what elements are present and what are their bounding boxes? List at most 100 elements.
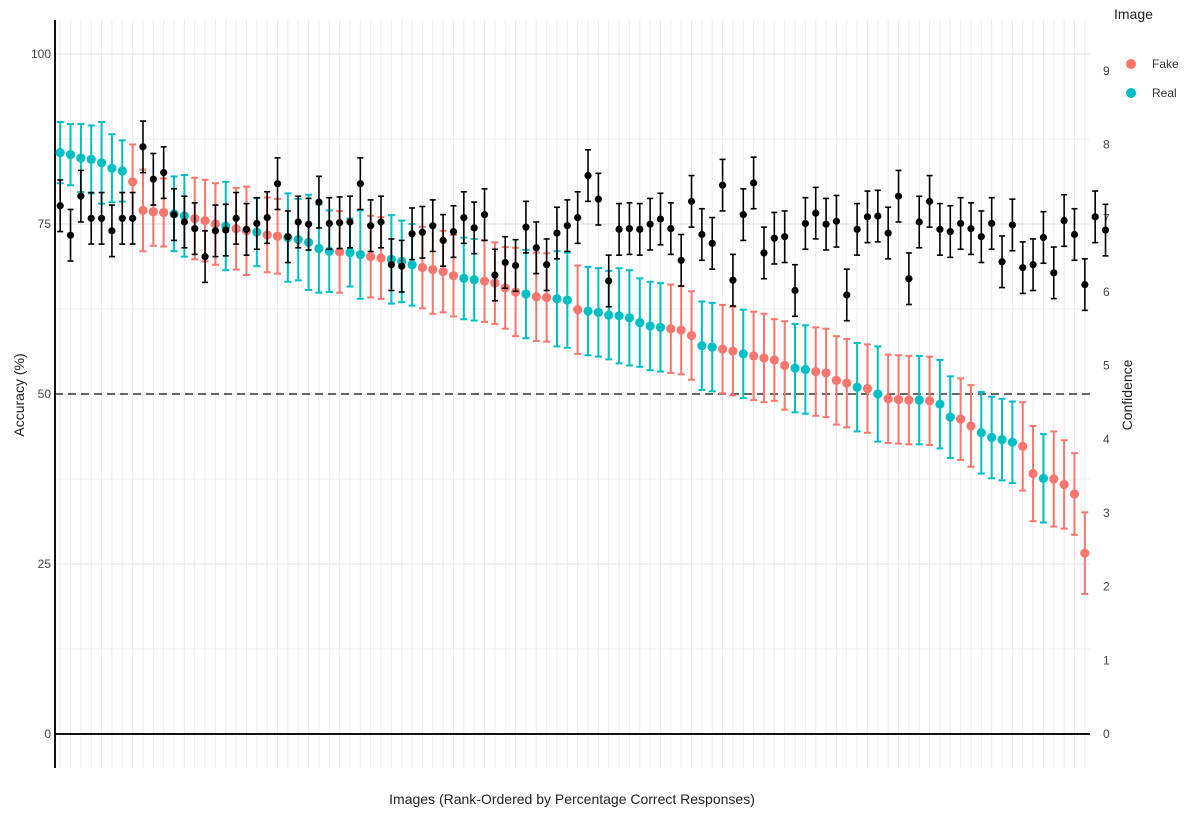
accuracy-point-fake [573, 305, 583, 315]
accuracy-point-fake [1069, 489, 1080, 499]
grid-lines [55, 20, 1090, 768]
confidence-point [377, 218, 385, 226]
confidence-point [667, 225, 675, 233]
legend-marker-real [1126, 88, 1136, 98]
confidence-point [511, 261, 520, 270]
confidence-point [180, 218, 188, 226]
confidence-point [615, 225, 623, 233]
accuracy-point-fake [417, 262, 428, 273]
accuracy-points [55, 148, 1090, 558]
accuracy-point-real [914, 395, 924, 405]
y-tick-label: 50 [38, 387, 52, 401]
accuracy-point-real [873, 389, 883, 399]
confidence-point [491, 271, 499, 279]
accuracy-point-real [697, 341, 707, 351]
accuracy-point-fake [479, 276, 490, 286]
accuracy-point-fake [366, 252, 376, 262]
confidence-point [460, 213, 468, 222]
accuracy-point-fake [728, 346, 738, 356]
accuracy-point-real [707, 342, 717, 352]
confidence-point [1081, 281, 1089, 289]
confidence-point [739, 211, 747, 219]
accuracy-point-real [521, 289, 531, 299]
confidence-point [501, 258, 509, 267]
accuracy-point-fake [448, 271, 459, 281]
confidence-point [781, 233, 789, 241]
confidence-point [304, 220, 313, 228]
accuracy-point-real [355, 250, 365, 260]
accuracy-point-fake [780, 360, 790, 371]
confidence-point [1039, 233, 1048, 242]
accuracy-point-fake [821, 368, 831, 378]
confidence-point [315, 198, 323, 206]
accuracy-point-fake [666, 324, 676, 334]
accuracy-point-fake [1028, 468, 1038, 479]
confidence-point [1029, 261, 1037, 269]
confidence-point [874, 212, 882, 220]
y-tick-label: 25 [38, 557, 52, 571]
confidence-point [191, 225, 199, 233]
confidence-point [677, 256, 685, 264]
accuracy-point-fake [376, 253, 386, 263]
legend-label-real: Real [1152, 86, 1177, 100]
accuracy-point-real [76, 153, 86, 163]
y2-tick-label: 0 [1103, 727, 1110, 741]
accuracy-point-real [987, 432, 997, 443]
confidence-point [998, 258, 1006, 266]
confidence-point [149, 175, 157, 183]
confidence-point [201, 253, 209, 261]
confidence-point [843, 291, 851, 299]
confidence-point [408, 230, 416, 238]
accuracy-point-real [314, 243, 324, 254]
confidence-point [263, 213, 271, 222]
accuracy-point-real [604, 310, 614, 320]
confidence-point [1091, 213, 1099, 221]
confidence-point [729, 276, 737, 284]
confidence-point [574, 213, 582, 222]
accuracy-point-real [976, 428, 986, 438]
confidence-point [211, 227, 220, 235]
confidence-point [356, 180, 364, 188]
confidence-point [160, 169, 168, 177]
confidence-point [532, 244, 540, 252]
confidence-point [139, 143, 147, 151]
accuracy-point-fake [200, 216, 210, 226]
confidence-point [429, 222, 437, 230]
confidence-point [646, 220, 654, 228]
y-tick-label: 100 [31, 47, 51, 61]
confidence-point [480, 211, 489, 219]
confidence-point [77, 192, 85, 200]
accuracy-point-fake [1049, 474, 1059, 484]
confidence-point [563, 222, 571, 230]
accuracy-point-real [55, 148, 65, 158]
confidence-point [87, 214, 95, 222]
accuracy-point-fake [811, 366, 821, 377]
y2-axis-ticks: 0 1 2 3 4 5 6 7 8 9 [1103, 64, 1110, 741]
accuracy-point-real [935, 399, 945, 409]
accuracy-point-real [1038, 473, 1049, 483]
confidence-point [584, 171, 592, 180]
accuracy-point-fake [686, 330, 697, 341]
accuracy-point-fake [769, 355, 779, 365]
confidence-point [698, 230, 706, 239]
y2-tick-label: 7 [1103, 211, 1110, 225]
accuracy-error-bars [56, 121, 1089, 595]
accuracy-point-fake [531, 292, 541, 302]
confidence-point [801, 219, 809, 228]
accuracy-point-real [790, 363, 800, 373]
confidence-point [957, 219, 965, 228]
confidence-point [750, 179, 758, 187]
confidence-point [553, 229, 561, 237]
confidence-point [967, 225, 975, 233]
confidence-point [398, 262, 406, 270]
confidence-point [925, 197, 934, 205]
accuracy-point-fake [159, 207, 169, 218]
confidence-point [449, 227, 458, 236]
confidence-point [367, 222, 375, 230]
confidence-point [822, 220, 830, 228]
confidence-point [988, 219, 996, 228]
legend: Image Fake Real [1114, 6, 1179, 100]
y-tick-label: 75 [38, 217, 52, 231]
y-tick-label: 0 [44, 727, 51, 741]
accuracy-point-real [738, 349, 748, 359]
